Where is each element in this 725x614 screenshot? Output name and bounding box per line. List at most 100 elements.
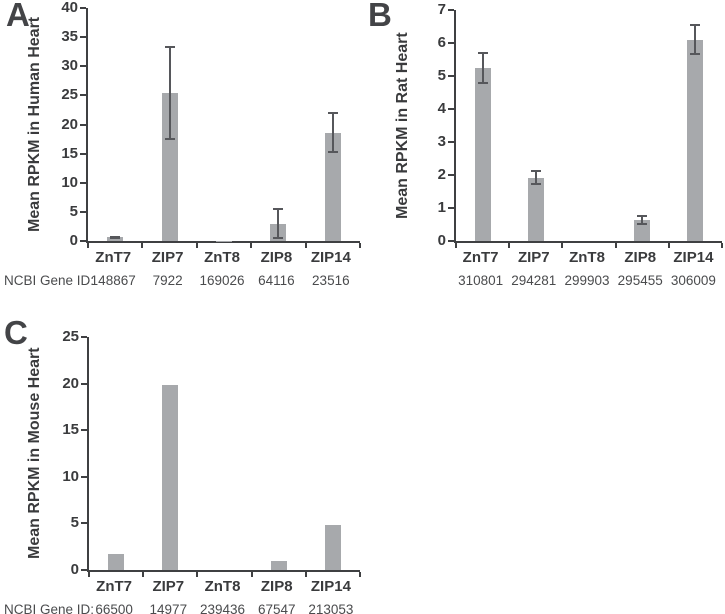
bar-ZIP7 [161, 93, 178, 241]
y-tick-label: 0 [70, 561, 79, 578]
x-category-label: ZIP7 [517, 249, 550, 266]
error-bar-vline [277, 208, 280, 239]
x-category-label: ZIP7 [152, 578, 185, 595]
error-bar-ZIP14 [327, 112, 338, 154]
gene-id-value: 7922 [152, 273, 183, 288]
bar-ZIP14 [324, 524, 341, 570]
x-axis-tick [88, 572, 90, 577]
bar-ZnT7 [108, 554, 125, 570]
gene-id-value: 299903 [564, 273, 610, 288]
y-tick-label: 20 [62, 374, 79, 392]
x-axis-labels: ZnT7 ZIP7 ZnT8 ZIP8 ZIP14 [86, 249, 358, 266]
gene-id-value: 306009 [670, 273, 716, 288]
y-tick-label: 7 [437, 1, 446, 18]
gene-id-value: 64116 [258, 273, 295, 288]
y-tick-label: 35 [61, 28, 78, 46]
error-bar-vline [694, 24, 697, 56]
y-axis-tick [448, 9, 454, 11]
y-tick-label: 1 [437, 199, 446, 216]
gene-id-value: 148867 [90, 273, 136, 288]
y-axis-title: Mean RPKM in Human Heart [26, 16, 43, 233]
y-tick-label: 30 [61, 57, 78, 75]
panel-letter-A: A [6, 0, 30, 33]
x-category-label: ZIP7 [151, 249, 184, 266]
error-bar-ZnT7 [110, 235, 121, 239]
error-bar-vline [534, 170, 537, 185]
x-axis-tick [359, 243, 361, 248]
bar-ZIP8 [634, 220, 651, 241]
bar-ZIP14 [324, 132, 341, 241]
plot-area: 0 1 2 3 4 5 6 7 [438, 1, 723, 249]
x-axis-tick [667, 243, 670, 248]
error-bar-ZIP8 [273, 208, 284, 239]
y-axis-tick [81, 569, 87, 571]
x-axis-tick [195, 243, 198, 248]
y-axis-tick [81, 336, 87, 338]
x-category-label: ZnT8 [569, 249, 605, 266]
panel-C: C Mean RPKM in Mouse Heart 0 5 10 15 20 25 Zn… [0, 300, 362, 614]
y-axis-tick [81, 475, 87, 478]
x-axis-tick [87, 243, 89, 248]
error-bar-ZIP7 [530, 170, 541, 185]
y-tick-label: 3 [437, 133, 446, 150]
error-bar-cap-bottom [690, 53, 701, 56]
gene-id-row: 310801 294281 299903 295455 306009 [454, 273, 720, 288]
x-category-label: ZIP8 [260, 249, 293, 266]
x-category-label: ZnT7 [95, 249, 132, 266]
x-category-label: ZnT7 [96, 578, 133, 595]
x-axis-tick [614, 243, 617, 248]
error-bar-ZnT7 [477, 51, 488, 84]
gene-id-row: 148867 7922 169026 64116 23516 [86, 273, 358, 288]
y-axis-tick [448, 141, 454, 143]
error-bar-cap-bottom [110, 235, 121, 238]
gene-id-value: 66500 [95, 602, 133, 614]
y-tick-label: 0 [69, 232, 78, 249]
y-axis-tick [80, 7, 86, 9]
x-category-label: ZnT7 [462, 249, 499, 266]
bar-ZIP7 [162, 385, 179, 570]
y-axis-tick [80, 152, 86, 155]
x-category-label: ZIP14 [310, 249, 351, 266]
x-axis-tick [561, 243, 564, 248]
y-tick-label: 10 [61, 173, 78, 191]
gene-id-value: 239436 [199, 602, 246, 614]
y-tick-label: 40 [61, 0, 78, 16]
x-axis-tick [196, 572, 199, 577]
gene-id-value: 295455 [617, 273, 663, 288]
x-axis-tick [508, 243, 511, 248]
error-bar-ZIP7 [164, 46, 175, 140]
error-bar-vline [331, 112, 334, 154]
y-tick-label: 5 [70, 514, 79, 532]
y-tick-label: 20 [61, 115, 78, 133]
gene-id-value: 213053 [308, 602, 354, 614]
x-category-label: ZIP8 [624, 249, 657, 266]
error-bar-vline [641, 215, 644, 226]
bar-ZIP7 [527, 177, 544, 241]
x-axis-tick [359, 572, 361, 577]
y-axis-tick [80, 94, 86, 97]
gene-id-value: 67547 [257, 602, 296, 614]
y-axis-tick [80, 36, 86, 39]
x-axis-tick [721, 243, 723, 248]
y-tick-label: 15 [62, 421, 79, 439]
x-category-label: ZnT8 [204, 249, 240, 266]
x-category-label: ZnT8 [204, 578, 241, 595]
bar-ZIP8 [270, 561, 287, 570]
y-tick-label: 10 [62, 467, 79, 485]
x-category-label: ZIP14 [310, 578, 351, 595]
error-bar-ZIP8 [637, 215, 648, 226]
y-axis-tick [448, 75, 454, 77]
x-axis-tick [250, 243, 253, 248]
gene-id-row: 66500 14977 239436 67547 213053 [87, 602, 358, 614]
y-tick-label: 15 [61, 144, 78, 162]
bar-ZnT7 [107, 237, 124, 241]
gene-id-prefix-label: NCBI Gene ID: [3, 602, 94, 614]
plot-area: 0 5 10 15 20 25 [62, 328, 361, 578]
x-axis-tick [304, 243, 307, 248]
y-tick-label: 25 [61, 86, 78, 104]
gene-id-value: 23516 [312, 273, 350, 288]
x-category-label: ZIP8 [260, 578, 293, 595]
error-bar-cap-bottom [273, 236, 284, 239]
y-tick-label: 5 [437, 67, 446, 84]
